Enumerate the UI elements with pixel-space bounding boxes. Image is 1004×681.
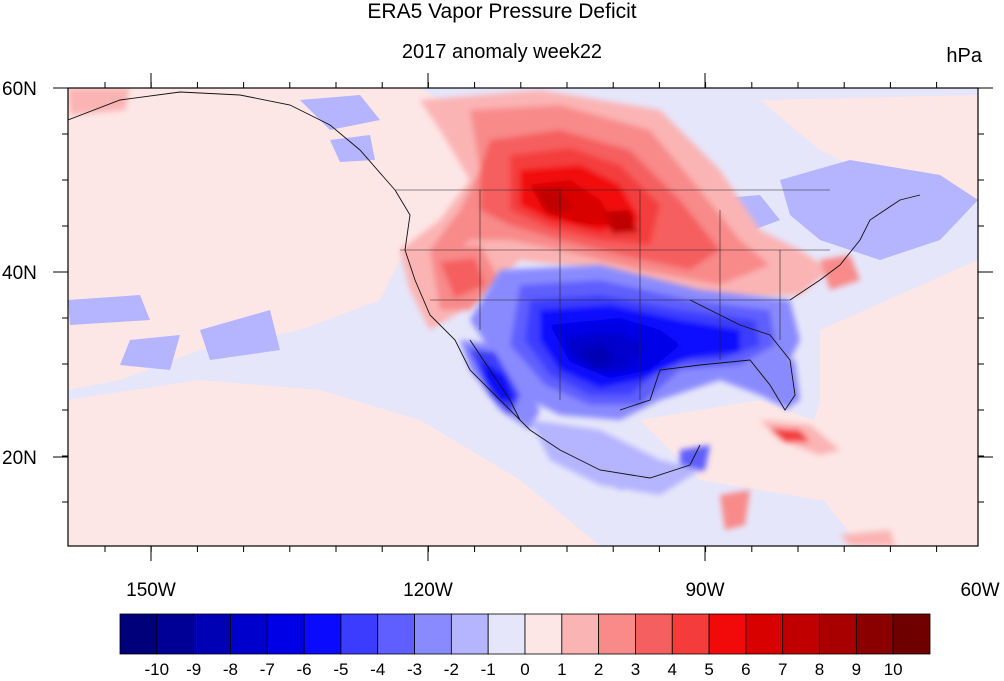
colorbar-label: -4 <box>370 660 385 679</box>
lat-label: 40N <box>2 263 37 284</box>
colorbar-swatch <box>450 613 489 655</box>
colorbar-swatch <box>377 613 415 655</box>
colorbar-label: 6 <box>741 660 750 679</box>
colorbar-swatch <box>782 613 820 655</box>
colorbar-swatch <box>671 613 710 655</box>
colorbar-swatch <box>119 613 158 655</box>
lat-label: 60N <box>2 79 37 100</box>
colorbar-label: -7 <box>260 660 275 679</box>
colorbar-swatch <box>745 613 784 655</box>
colorbar-swatch <box>635 613 673 655</box>
colorbar-swatch <box>266 613 305 655</box>
axis-labels: 60N 40N 20N 150W 120W 90W 60W <box>2 79 1000 601</box>
anomaly-field-light-positive <box>68 88 978 546</box>
colorbar-label: 7 <box>778 660 787 679</box>
colorbar-label: -6 <box>297 660 312 679</box>
lon-label: 150W <box>126 580 176 601</box>
map-frame <box>67 87 979 547</box>
colorbar-swatch <box>414 613 452 655</box>
colorbar: -10 -9 -8 -7 -6 -5 -4 -3 -2 -1 0 1 2 3 4 5 6 7 8 9 10 <box>119 613 931 679</box>
colorbar-label: 9 <box>852 660 861 679</box>
colorbar-swatch <box>524 613 563 655</box>
state-borders <box>395 189 830 400</box>
colorbar-swatch <box>819 613 857 655</box>
colorbar-label: -9 <box>186 660 201 679</box>
colorbar-label: 4 <box>668 660 677 679</box>
units-label: hPa <box>946 45 982 67</box>
map-subtitle: 2017 anomaly week22 <box>401 41 603 63</box>
colorbar-label: 1 <box>557 660 566 679</box>
axis-ticks <box>53 73 993 561</box>
coastlines <box>68 91 921 479</box>
colorbar-label: 8 <box>815 660 824 679</box>
colorbar-swatch <box>193 613 231 655</box>
colorbar-label: -1 <box>481 660 496 679</box>
colorbar-swatch <box>855 613 894 655</box>
colorbar-swatch <box>487 613 526 655</box>
lon-label: 60W <box>960 580 999 601</box>
colorbar-swatch <box>892 613 931 655</box>
map-plot-area <box>68 88 978 546</box>
colorbar-label: 3 <box>631 660 640 679</box>
colorbar-label: 5 <box>704 660 713 679</box>
colorbar-swatch <box>230 613 268 655</box>
colorbar-swatch <box>708 613 747 655</box>
map-title: ERA5 Vapor Pressure Deficit <box>367 0 637 23</box>
colorbar-label: -2 <box>444 660 459 679</box>
colorbar-swatch <box>340 613 379 655</box>
colorbar-label: -5 <box>333 660 348 679</box>
colorbar-label: 0 <box>520 660 529 679</box>
colorbar-label: -8 <box>223 660 238 679</box>
lon-label: 120W <box>403 580 453 601</box>
colorbar-label: 2 <box>594 660 603 679</box>
colorbar-label: 10 <box>884 660 903 679</box>
colorbar-label: -3 <box>407 660 422 679</box>
colorbar-swatch <box>598 613 636 655</box>
lon-label: 90W <box>685 580 724 601</box>
lat-label: 20N <box>2 448 37 469</box>
colorbar-swatch <box>303 613 342 655</box>
colorbar-swatch <box>156 613 195 655</box>
colorbar-label: -10 <box>145 660 170 679</box>
colorbar-swatch <box>561 613 600 655</box>
